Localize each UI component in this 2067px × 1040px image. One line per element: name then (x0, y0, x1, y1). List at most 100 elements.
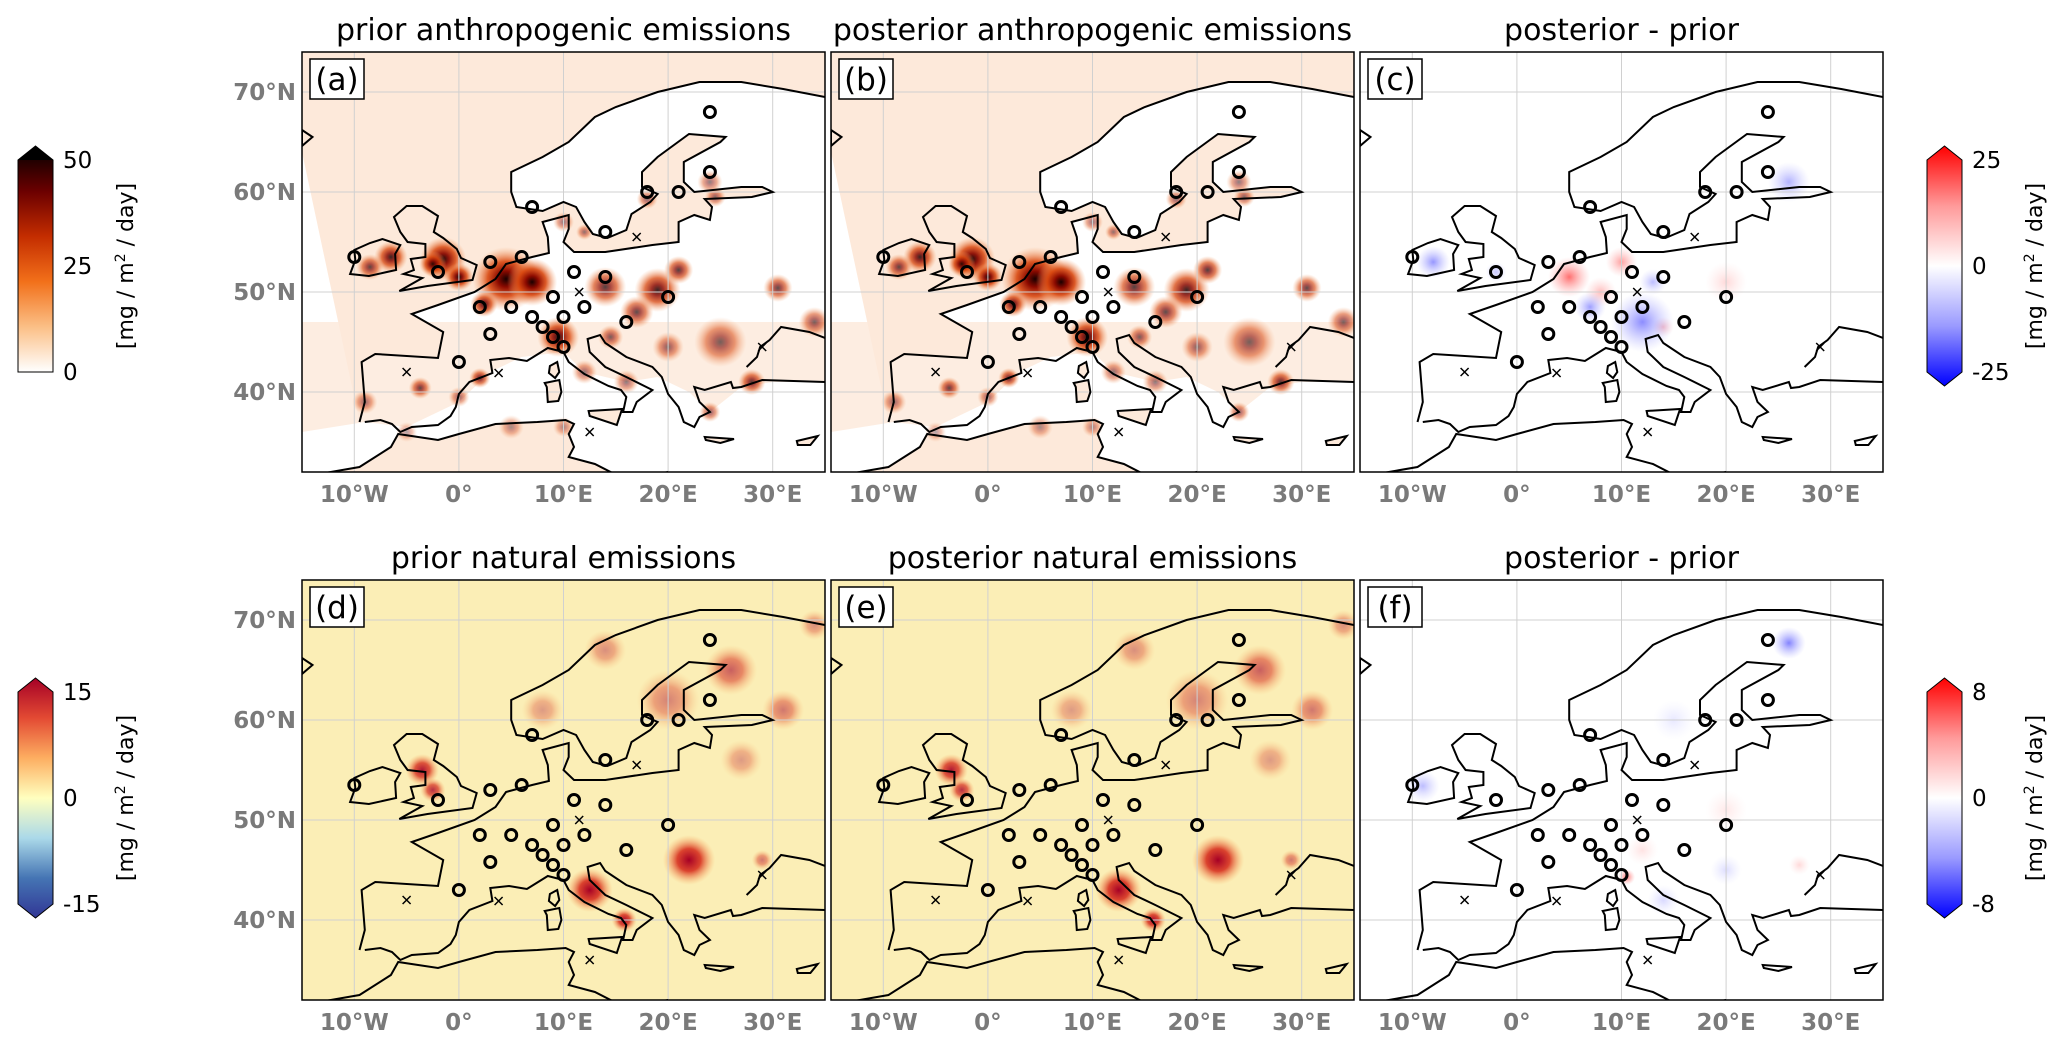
map-frame (830, 579, 1355, 1001)
coastline (921, 205, 1007, 292)
emission-hotspot (1249, 740, 1292, 780)
cross-marker (1103, 287, 1113, 297)
emission-hotspot (613, 370, 639, 394)
station-marker (980, 883, 995, 897)
coastline (1072, 906, 1092, 932)
station-marker (1054, 200, 1069, 214)
station-marker (598, 798, 613, 812)
lat-tick-label: 60°N (233, 708, 296, 734)
lat-tick-label: 70°N (233, 608, 296, 634)
coastline (795, 434, 821, 446)
cross-marker (1552, 896, 1562, 906)
emission-hotspot (1327, 610, 1354, 640)
land-area (330, 420, 669, 472)
station-marker (640, 185, 655, 199)
coastline (703, 435, 735, 445)
coastline (877, 765, 931, 806)
coastline (543, 378, 563, 404)
station-marker (1593, 848, 1608, 862)
panel-title: posterior anthropogenic emissions (833, 13, 1352, 48)
land-area (831, 658, 842, 674)
station-marker (1604, 290, 1618, 304)
colorbar-min-label: -25 (1972, 360, 2010, 386)
station-marker (1760, 633, 1775, 647)
station-marker (1489, 265, 1503, 279)
lon-tick-label: 10°E (1063, 1010, 1122, 1036)
coastline (358, 81, 825, 423)
station-marker (702, 633, 717, 647)
lat-tick-label: 50°N (233, 808, 296, 834)
colorbar-mid-label: 25 (63, 254, 92, 280)
colorbar-gradient (17, 145, 54, 373)
station-marker (1085, 838, 1100, 852)
colorbar-max-label: 15 (63, 680, 92, 706)
coastline (587, 935, 624, 955)
station-marker (1656, 270, 1671, 284)
emission-hotspot (762, 690, 805, 730)
emission-hotspot (1027, 415, 1053, 439)
emission-hotspot (1050, 690, 1093, 730)
station-marker (1054, 728, 1069, 742)
coastline (1803, 853, 1883, 896)
coastline (745, 325, 825, 368)
station-marker (451, 883, 466, 897)
coastline (1645, 935, 1682, 955)
coastline (1116, 935, 1153, 955)
colorbar-anthro: 50 25 0 [mg / m2 / day] (17, 145, 139, 386)
lon-tick-label: 10°W (849, 482, 918, 508)
station-marker (1085, 310, 1100, 324)
station-marker (876, 778, 891, 792)
coastline (853, 418, 1198, 472)
negative-change (1485, 262, 1507, 282)
station-marker (960, 793, 974, 807)
cross-marker (494, 896, 504, 906)
cross-marker (1690, 760, 1700, 770)
emission-hotspot (1267, 369, 1295, 395)
coastline (1406, 237, 1460, 278)
station-marker (1127, 753, 1142, 767)
panel-label: (e) (838, 586, 894, 628)
station-marker (1075, 290, 1089, 304)
coastline (831, 128, 844, 148)
station-marker (1001, 300, 1016, 314)
panel-label: (f) (1367, 586, 1423, 628)
coastline (1406, 765, 1460, 806)
map-panel-d: prior natural emissions (d) 10°W 0° 10°E 20°E… (233, 541, 826, 1036)
panel-title: prior natural emissions (391, 541, 736, 576)
emission-hotspot (664, 256, 694, 284)
coastline (1761, 435, 1793, 445)
colorbar-min-label: -8 (1972, 892, 1995, 918)
station-marker (1656, 753, 1671, 767)
station-marker (1200, 713, 1215, 727)
panel-title: prior anthropogenic emissions (336, 13, 791, 48)
station-marker (1572, 250, 1587, 264)
land-area (302, 130, 313, 146)
lon-tick-label: 20°E (638, 1010, 697, 1036)
emission-hotspot (1036, 258, 1087, 306)
coastline (1274, 325, 1354, 368)
emission-hotspot (1327, 307, 1354, 337)
emission-hotspot (584, 630, 627, 670)
station-marker (1231, 105, 1246, 119)
negative-change (1768, 162, 1810, 202)
station-marker (598, 270, 613, 284)
coastline (1416, 81, 1883, 423)
station-marker (1614, 868, 1629, 882)
land-area (588, 937, 623, 953)
emission-hotspot (1191, 835, 1245, 885)
cross-marker (632, 760, 642, 770)
station-marker (1530, 828, 1545, 842)
coastline (877, 237, 931, 278)
station-marker (1169, 185, 1184, 199)
station-marker (1572, 778, 1587, 792)
station-marker (1719, 290, 1734, 304)
station-marker (546, 290, 560, 304)
negative-change (1406, 770, 1440, 802)
lat-tick-label: 70°N (233, 80, 296, 106)
colorbar-units-label: [mg / m2 / day] (2022, 715, 2048, 881)
colorbar-gradient (17, 677, 54, 919)
station-marker (661, 290, 676, 304)
map-frame (1359, 579, 1884, 1001)
station-marker (431, 793, 445, 807)
